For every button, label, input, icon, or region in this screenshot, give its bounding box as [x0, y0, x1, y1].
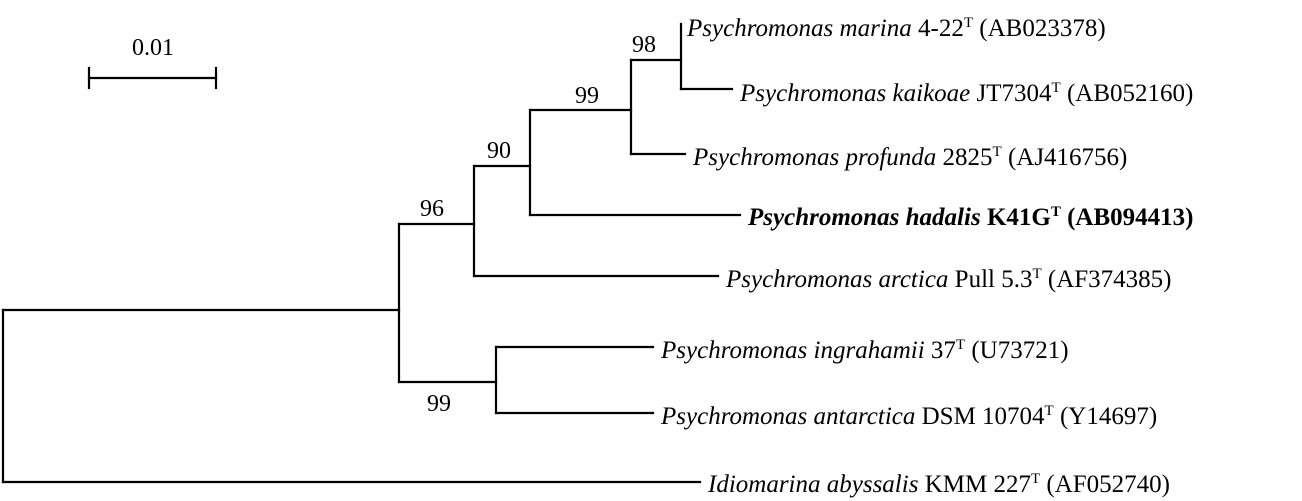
type-strain-superscript: T [956, 337, 965, 353]
taxon-label: Psychromonas antarctica DSM 10704T (Y146… [660, 394, 1157, 430]
bootstrap-value: 98 [632, 32, 656, 58]
type-strain-superscript: T [993, 144, 1002, 160]
taxon-label: Psychromonas profunda 2825T (AJ416756) [692, 135, 1127, 171]
taxon-label: Psychromonas ingrahamii 37T (U73721) [660, 328, 1069, 364]
accession-number: (AJ416756) [1008, 144, 1127, 171]
accession-number: (AB023378) [979, 15, 1105, 42]
bootstrap-value: 90 [487, 138, 511, 164]
taxon-label-highlighted: Psychromonas hadalis K41GT (AB094413) [747, 195, 1194, 231]
accession-number: (AB052160) [1067, 80, 1193, 107]
bootstrap-values: 98 99 90 96 99 [420, 32, 656, 417]
accession-number: (AF374385) [1048, 266, 1172, 293]
strain-name: JT7304 [977, 80, 1053, 107]
scale-bar-label: 0.01 [132, 35, 174, 61]
strain-name: K41G [987, 204, 1051, 231]
taxon-labels: Psychromonas marina 4-22T (AB023378) Psy… [660, 6, 1194, 498]
species-name: Psychromonas marina [686, 15, 912, 42]
bootstrap-value: 99 [575, 83, 599, 109]
species-name: Psychromonas ingrahamii [660, 337, 925, 364]
accession-number: (AB094413) [1067, 204, 1193, 231]
type-strain-superscript: T [964, 15, 973, 31]
tree-branches [1, 22, 742, 484]
species-name: Psychromonas kaikoae [739, 80, 970, 107]
type-strain-superscript: T [1051, 204, 1061, 220]
strain-name: 2825 [943, 144, 993, 171]
strain-name: 4-22 [918, 15, 964, 42]
strain-name: KMM 227 [925, 471, 1031, 498]
type-strain-superscript: T [1045, 403, 1054, 419]
bootstrap-value: 99 [427, 391, 451, 417]
type-strain-superscript: T [1032, 266, 1041, 282]
type-strain-superscript: T [1052, 80, 1061, 96]
species-name: Psychromonas profunda [692, 144, 936, 171]
species-name: Psychromonas arctica [725, 266, 948, 293]
accession-number: (U73721) [971, 337, 1068, 364]
accession-number: (AF052740) [1046, 471, 1170, 498]
species-name: Idiomarina abyssalis [707, 471, 918, 498]
taxon-label: Idiomarina abyssalis KMM 227T (AF052740) [707, 462, 1170, 498]
strain-name: 37 [931, 337, 956, 364]
accession-number: (Y14697) [1060, 403, 1157, 430]
bootstrap-value: 96 [420, 196, 444, 222]
strain-name: Pull 5.3 [955, 266, 1033, 293]
type-strain-superscript: T [1031, 471, 1040, 487]
taxon-label: Psychromonas arctica Pull 5.3T (AF374385… [725, 257, 1172, 293]
taxon-label: Psychromonas kaikoae JT7304T (AB052160) [739, 71, 1193, 107]
species-name: Psychromonas hadalis [747, 204, 981, 231]
species-name: Psychromonas antarctica [660, 403, 915, 430]
scale-bar: 0.01 [87, 35, 218, 90]
taxon-label: Psychromonas marina 4-22T (AB023378) [686, 6, 1106, 42]
strain-name: DSM 10704 [922, 403, 1045, 430]
